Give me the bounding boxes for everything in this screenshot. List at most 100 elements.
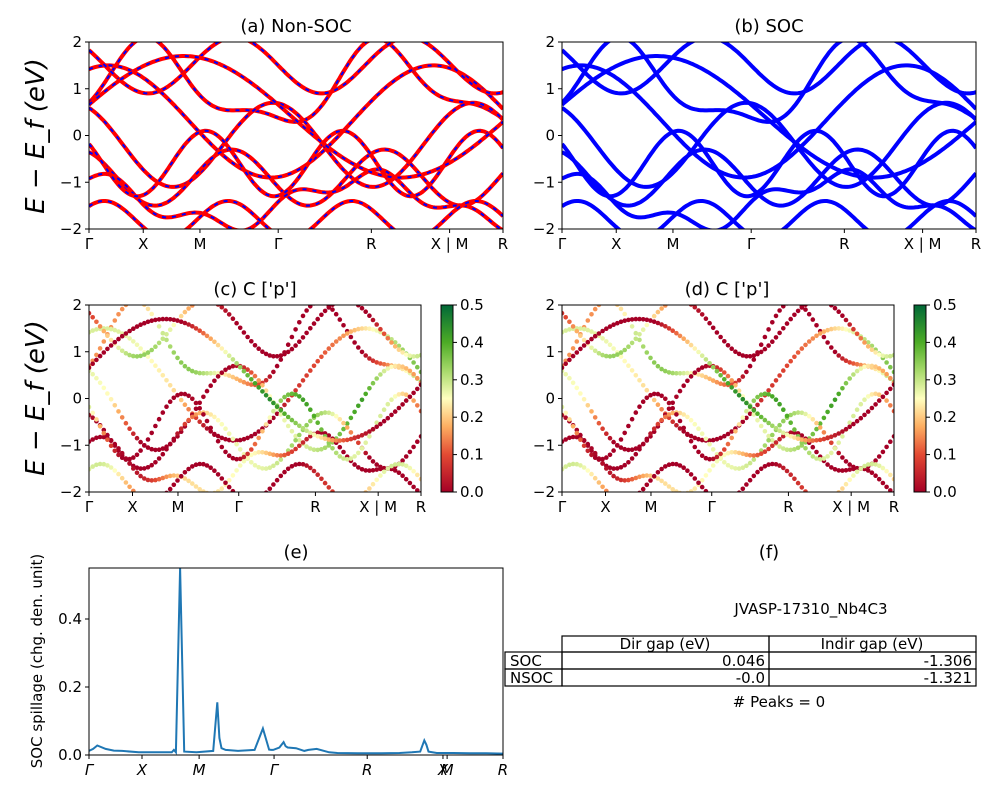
projection-point xyxy=(119,475,125,481)
projection-point xyxy=(131,488,136,492)
projection-point xyxy=(215,489,221,492)
projection-point xyxy=(134,342,140,348)
projection-point xyxy=(762,464,768,469)
projection-point xyxy=(105,333,110,339)
projection-point xyxy=(311,363,317,369)
projection-point xyxy=(629,368,635,373)
projection-point xyxy=(803,489,808,492)
projection-point xyxy=(792,447,797,452)
projection-point xyxy=(304,330,309,336)
projection-point xyxy=(308,407,313,413)
projection-point xyxy=(803,342,808,348)
projection-point xyxy=(840,313,845,319)
projection-point xyxy=(751,408,757,413)
projection-point xyxy=(626,477,631,483)
projection-point xyxy=(138,322,143,328)
projection-point xyxy=(677,371,683,376)
projection-point xyxy=(167,344,173,349)
projection-point xyxy=(308,430,313,436)
projection-point xyxy=(810,317,816,322)
projection-point xyxy=(784,432,790,437)
projection-point xyxy=(326,305,332,310)
projection-point xyxy=(873,391,878,397)
projection-point xyxy=(274,404,280,410)
projection-point xyxy=(400,350,405,355)
projection-point xyxy=(817,437,823,443)
projection-point xyxy=(175,355,180,361)
projection-point xyxy=(389,412,394,418)
projection-point xyxy=(271,354,276,359)
projection-point xyxy=(777,436,782,442)
projection-point xyxy=(563,464,568,469)
projection-point xyxy=(167,486,173,492)
projection-point xyxy=(644,436,650,442)
projection-point xyxy=(134,354,140,359)
projection-point xyxy=(567,352,572,358)
projection-point xyxy=(699,453,705,459)
projection-point xyxy=(161,494,166,499)
projection-point xyxy=(637,490,642,492)
panel-e-line xyxy=(88,567,504,755)
projection-point xyxy=(319,312,324,318)
projection-point xyxy=(374,424,380,430)
projection-point xyxy=(392,462,398,467)
projection-point xyxy=(788,358,793,364)
projection-point xyxy=(90,410,95,416)
projection-point xyxy=(862,340,867,345)
projection-point xyxy=(348,415,354,421)
projection-point xyxy=(677,490,683,492)
band-line xyxy=(562,54,976,180)
projection-point xyxy=(237,463,243,468)
projection-point xyxy=(415,375,420,381)
projection-point xyxy=(604,431,609,437)
projection-point xyxy=(381,368,387,374)
projection-point xyxy=(197,406,202,411)
projection-point xyxy=(784,363,790,369)
projection-point xyxy=(241,379,247,385)
ytick-label: −2 xyxy=(533,220,555,238)
projection-point xyxy=(389,364,394,370)
projection-point xyxy=(725,431,731,437)
projection-point xyxy=(260,383,265,388)
projection-point xyxy=(396,470,402,476)
projection-point xyxy=(204,490,210,492)
projection-point xyxy=(219,346,225,351)
projection-point xyxy=(201,423,206,428)
projection-point xyxy=(308,418,313,424)
projection-point xyxy=(781,326,786,331)
projection-point xyxy=(370,327,376,332)
projection-point xyxy=(278,453,284,458)
projection-point xyxy=(799,305,805,310)
projection-point xyxy=(108,337,114,343)
projection-point xyxy=(153,447,158,453)
projection-point xyxy=(326,437,332,442)
projection-point xyxy=(190,324,195,329)
projection-point xyxy=(101,350,107,355)
projection-point xyxy=(215,438,221,444)
projection-point xyxy=(119,348,125,354)
projection-point xyxy=(297,383,302,388)
projection-point xyxy=(585,403,591,408)
projection-point xyxy=(578,391,583,396)
projection-point xyxy=(160,316,166,322)
projection-point xyxy=(249,382,254,387)
projection-point xyxy=(411,444,416,450)
projection-point xyxy=(847,467,852,472)
projection-point xyxy=(729,429,734,434)
projection-point xyxy=(127,336,132,341)
projection-point xyxy=(648,355,653,361)
projection-point xyxy=(770,423,775,429)
projection-point xyxy=(803,437,808,443)
projection-point xyxy=(688,489,694,492)
projection-point xyxy=(234,456,239,462)
projection-point xyxy=(744,354,749,359)
colorbar-tick-label: 0.5 xyxy=(460,296,484,314)
panel-d-yticks: 210−1−2 xyxy=(533,296,562,501)
projection-point xyxy=(396,461,402,467)
projection-point xyxy=(219,370,225,376)
projection-point xyxy=(744,452,749,458)
projection-point xyxy=(585,339,591,345)
projection-point xyxy=(108,326,114,332)
projection-point xyxy=(190,305,195,308)
projection-point xyxy=(352,435,357,441)
